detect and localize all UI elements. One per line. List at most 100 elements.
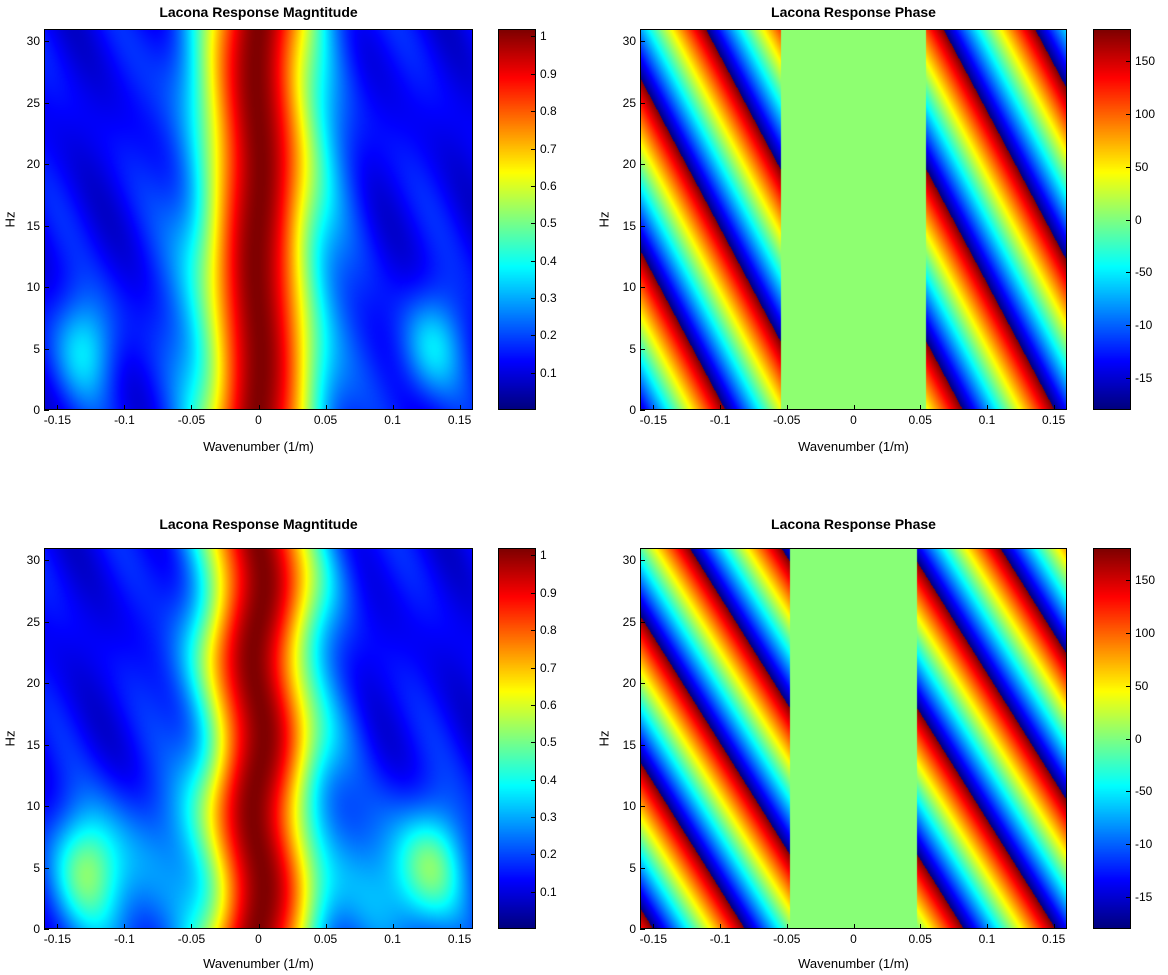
y-tick-mark — [44, 560, 49, 562]
colorbar-tick-label: 150 — [1135, 572, 1156, 587]
colorbar-gradient — [1094, 30, 1130, 409]
x-tick-label: 0.05 — [313, 413, 338, 427]
y-tick-label: 15 — [26, 218, 40, 233]
colorbar-tick-label: 100 — [1135, 625, 1156, 640]
x-tick-label: 0.1 — [978, 413, 996, 427]
y-tick-mark — [44, 621, 49, 623]
colorbar-tick-mark — [1126, 219, 1131, 221]
y-tick-mark — [44, 164, 49, 166]
y-tick-label: 10 — [26, 280, 40, 295]
x-axis-label: Wavenumber (1/m) — [798, 956, 909, 971]
y-tick-label: 15 — [622, 737, 636, 752]
colorbar-tick-mark — [1126, 378, 1131, 380]
y-tick-mark — [44, 744, 49, 746]
colorbar-tick-mark — [1126, 791, 1131, 793]
colorbar-gradient — [499, 30, 535, 409]
x-tick-label: 0.1 — [384, 932, 401, 946]
y-tick-mark — [44, 867, 49, 869]
heatmap-image — [641, 30, 1066, 409]
y-tick-mark — [44, 806, 49, 808]
heatmap-plot-area — [640, 548, 1067, 929]
x-tick-mark — [986, 405, 988, 410]
colorbar-tick-label: 0.8 — [540, 623, 557, 638]
x-tick-mark — [986, 924, 988, 929]
colorbar-tick-mark — [1126, 897, 1131, 899]
colorbar-tick-label: 0.3 — [540, 809, 557, 824]
y-tick-mark — [44, 102, 49, 104]
colorbar-tick-mark — [531, 185, 536, 187]
colorbar-tick-mark — [1126, 166, 1131, 168]
y-tick-label: 20 — [26, 676, 40, 691]
x-tick-mark — [392, 924, 394, 929]
x-tick-mark — [459, 924, 461, 929]
chart-title: Lacona Response Magntitude — [159, 516, 358, 532]
colorbar-tick-label: 0.8 — [540, 104, 557, 119]
x-tick-mark — [853, 924, 855, 929]
colorbar-tick-mark — [531, 223, 536, 225]
colorbar-tick-mark — [531, 667, 536, 669]
x-tick-label: 0.1 — [384, 413, 401, 427]
heatmap-plot-area — [44, 548, 473, 929]
colorbar-tick-label: 0.1 — [540, 884, 557, 899]
x-tick-mark — [720, 405, 722, 410]
y-tick-mark — [640, 102, 645, 104]
y-tick-mark — [640, 867, 645, 869]
colorbar-tick-mark — [531, 555, 536, 557]
x-tick-mark — [920, 924, 922, 929]
y-tick-mark — [640, 287, 645, 289]
y-tick-label: 5 — [629, 860, 636, 875]
colorbar-tick-label: -50 — [1135, 265, 1153, 280]
x-tick-label: 0 — [255, 932, 262, 946]
y-tick-mark — [640, 410, 645, 411]
x-tick-label: -0.1 — [709, 932, 731, 946]
y-axis-label: Hz — [2, 211, 18, 227]
colorbar-tick-mark — [531, 592, 536, 594]
y-tick-label: 25 — [26, 95, 40, 110]
colorbar-tick-label: 0 — [1135, 731, 1142, 746]
y-tick-label: 10 — [26, 799, 40, 814]
colorbar-tick-label: 0.9 — [540, 66, 557, 81]
y-tick-mark — [640, 560, 645, 562]
x-tick-label: 0.05 — [908, 413, 932, 427]
colorbar-tick-mark — [1126, 632, 1131, 634]
colorbar-tick-label: 50 — [1135, 678, 1149, 693]
colorbar-tick-mark — [1126, 272, 1131, 274]
colorbar-tick-mark — [1126, 113, 1131, 115]
colorbar-gradient — [1094, 549, 1130, 928]
x-tick-mark — [786, 924, 788, 929]
x-tick-mark — [325, 924, 327, 929]
y-tick-mark — [640, 683, 645, 685]
colorbar-tick-label: 100 — [1135, 106, 1156, 121]
x-tick-mark — [191, 405, 193, 410]
colorbar-tick-mark — [1126, 325, 1131, 327]
colorbar-tick-label: 0.5 — [540, 735, 557, 750]
colorbar-tick-label: 0.4 — [540, 253, 557, 268]
x-tick-mark — [786, 405, 788, 410]
colorbar-tick-mark — [531, 372, 536, 374]
colorbar-tick-mark — [531, 297, 536, 299]
x-tick-label: -0.05 — [773, 932, 801, 946]
x-tick-label: -0.05 — [177, 932, 206, 946]
y-tick-label: 5 — [33, 341, 40, 356]
x-tick-mark — [1053, 405, 1055, 410]
colorbar-tick-mark — [531, 891, 536, 893]
x-tick-mark — [1053, 924, 1055, 929]
colorbar-tick-label: 50 — [1135, 159, 1149, 174]
x-tick-mark — [920, 405, 922, 410]
colorbar-tick-label: 0.2 — [540, 847, 557, 862]
colorbar-tick-label: 0.7 — [540, 660, 557, 675]
y-tick-mark — [640, 41, 645, 43]
y-tick-mark — [640, 621, 645, 623]
y-tick-label: 15 — [622, 218, 636, 233]
colorbar-tick-label: 1 — [540, 548, 547, 563]
colorbar-tick-mark — [1126, 738, 1131, 740]
colorbar-tick-mark — [1126, 579, 1131, 581]
heatmap-image — [641, 549, 1066, 928]
colorbar-tick-mark — [531, 704, 536, 706]
colorbar-tick-label: -15 — [1135, 371, 1153, 386]
y-tick-label: 10 — [622, 280, 636, 295]
y-tick-label: 20 — [622, 157, 636, 172]
x-tick-mark — [853, 405, 855, 410]
y-tick-mark — [44, 41, 49, 43]
x-tick-label: 0.15 — [1041, 413, 1066, 427]
